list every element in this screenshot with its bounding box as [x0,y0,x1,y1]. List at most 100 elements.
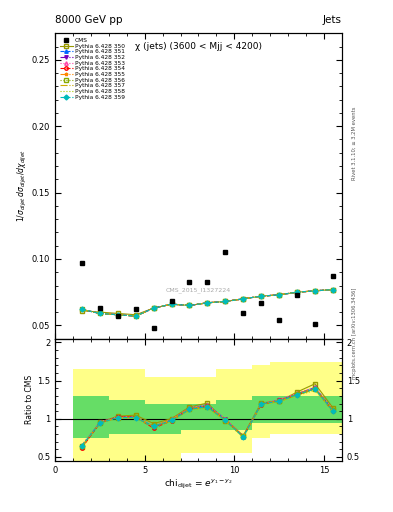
Bar [163,403,180,434]
Pythia 6.428 354 [313,288,318,294]
Pythia 6.428 350 [151,305,156,311]
Bar [109,369,127,461]
Pythia 6.428 352 [295,289,299,295]
Bar [180,403,198,430]
Pythia 6.428 356 [169,301,174,307]
CMS [169,298,174,305]
Pythia 6.428 355 [241,296,246,302]
Pythia 6.428 351 [277,292,281,298]
Bar [163,377,180,461]
Pythia 6.428 358 [205,300,210,306]
Pythia 6.428 355 [277,292,281,298]
Pythia 6.428 354 [116,312,120,318]
Line: Pythia 6.428 353: Pythia 6.428 353 [80,288,335,318]
Pythia 6.428 359 [241,296,246,302]
Pythia 6.428 356 [151,305,156,311]
Pythia 6.428 359 [187,303,192,309]
Pythia 6.428 358 [116,312,120,318]
CMS [151,325,156,331]
Pythia 6.428 359 [331,286,335,292]
Bar [217,400,234,430]
Pythia 6.428 350 [331,286,335,292]
Pythia 6.428 359 [133,313,138,319]
Bar [217,369,234,453]
Pythia 6.428 355 [295,289,299,295]
Pythia 6.428 357 [331,286,335,292]
Pythia 6.428 357 [241,296,246,302]
Pythia 6.428 352 [133,313,138,319]
Legend: CMS, Pythia 6.428 350, Pythia 6.428 351, Pythia 6.428 352, Pythia 6.428 353, Pyt: CMS, Pythia 6.428 350, Pythia 6.428 351,… [58,36,127,101]
Pythia 6.428 356 [205,300,210,306]
Pythia 6.428 354 [259,293,264,299]
Pythia 6.428 350 [295,289,299,295]
Pythia 6.428 350 [241,296,246,302]
Pythia 6.428 354 [277,292,281,298]
Pythia 6.428 356 [223,298,228,305]
Line: Pythia 6.428 352: Pythia 6.428 352 [80,288,335,318]
Pythia 6.428 355 [116,312,120,318]
Pythia 6.428 353 [97,310,102,316]
Text: mcplots.cern.ch [arXiv:1306.3436]: mcplots.cern.ch [arXiv:1306.3436] [352,287,357,378]
Pythia 6.428 356 [277,292,281,298]
Bar [234,400,252,430]
Pythia 6.428 359 [277,292,281,298]
Pythia 6.428 356 [116,312,120,318]
Y-axis label: $1/\sigma_{dijet}\,d\sigma_{dijet}/d\chi_{dijet}$: $1/\sigma_{dijet}\,d\sigma_{dijet}/d\chi… [16,150,29,222]
Line: Pythia 6.428 357: Pythia 6.428 357 [82,289,333,316]
Text: χ (jets) (3600 < Mjj < 4200): χ (jets) (3600 < Mjj < 4200) [135,42,262,51]
Pythia 6.428 352 [205,300,210,306]
Pythia 6.428 358 [97,310,102,316]
Pythia 6.428 352 [313,288,318,294]
Pythia 6.428 358 [169,301,174,307]
Text: Jets: Jets [323,14,342,25]
Pythia 6.428 355 [133,313,138,319]
Pythia 6.428 356 [241,296,246,302]
Pythia 6.428 353 [223,298,228,305]
Line: Pythia 6.428 350: Pythia 6.428 350 [80,288,335,316]
Pythia 6.428 350 [169,301,174,307]
Pythia 6.428 358 [151,305,156,311]
Pythia 6.428 355 [331,286,335,292]
Bar [252,366,270,438]
Pythia 6.428 352 [116,312,120,318]
Y-axis label: Ratio to CMS: Ratio to CMS [25,375,34,424]
Pythia 6.428 352 [151,305,156,311]
Pythia 6.428 350 [116,310,120,316]
Pythia 6.428 350 [313,288,318,294]
Bar [91,396,109,438]
Pythia 6.428 355 [151,305,156,311]
Pythia 6.428 352 [97,310,102,316]
Pythia 6.428 357 [259,293,264,299]
Pythia 6.428 355 [97,310,102,316]
Pythia 6.428 357 [151,305,156,311]
Pythia 6.428 351 [259,293,264,299]
Pythia 6.428 353 [169,301,174,307]
Pythia 6.428 352 [241,296,246,302]
CMS [97,305,102,311]
Pythia 6.428 359 [151,305,156,311]
Text: 8000 GeV pp: 8000 GeV pp [55,14,123,25]
Pythia 6.428 358 [295,289,299,295]
Pythia 6.428 357 [295,289,299,295]
Pythia 6.428 358 [277,292,281,298]
Bar [198,403,217,430]
Pythia 6.428 359 [79,306,84,312]
Pythia 6.428 353 [313,288,318,294]
Pythia 6.428 355 [187,303,192,309]
Pythia 6.428 351 [241,296,246,302]
CMS [277,317,281,323]
Bar [145,377,163,461]
Pythia 6.428 354 [187,303,192,309]
Pythia 6.428 359 [116,312,120,318]
CMS [116,313,120,319]
Pythia 6.428 353 [277,292,281,298]
Pythia 6.428 357 [79,306,84,312]
Bar [324,361,342,434]
Pythia 6.428 356 [187,303,192,309]
Text: CMS_2015_I1327224: CMS_2015_I1327224 [166,287,231,293]
Bar [109,400,127,434]
Pythia 6.428 353 [151,305,156,311]
Pythia 6.428 354 [79,306,84,312]
Pythia 6.428 358 [313,288,318,294]
Pythia 6.428 350 [187,303,192,309]
